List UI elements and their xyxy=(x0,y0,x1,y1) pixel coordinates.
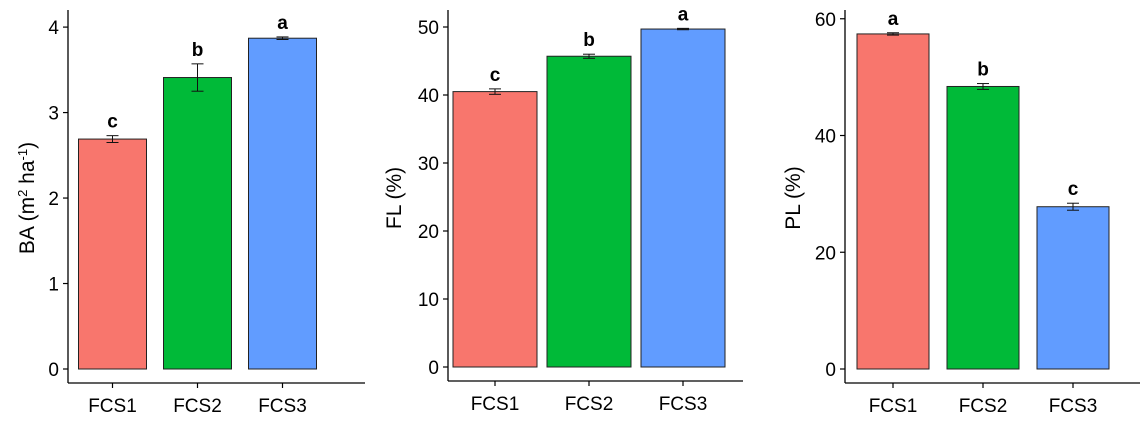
ba-significance-label-fcs3: a xyxy=(277,13,288,34)
ba-error-bar-fcs1 xyxy=(106,135,119,143)
ba-y-tick-label: 0 xyxy=(48,360,59,381)
fl-y-axis-title: FL (%) xyxy=(383,167,406,229)
fl-error-bar-fcs3 xyxy=(677,27,689,31)
pl-y-tick-label: 20 xyxy=(815,243,836,264)
pl-x-tick-label-fcs1: FCS1 xyxy=(869,396,918,417)
pl-bar-fcs1 xyxy=(856,33,930,370)
pl-chart-panel: PL (%) 0 20 40 60 a FCS1 b FCS2 c FCS3 xyxy=(782,9,1140,417)
fl-y-tick-label: 20 xyxy=(418,222,439,243)
fl-x-tick-label-fcs2: FCS2 xyxy=(565,394,614,415)
ba-error-bar-fcs3 xyxy=(276,36,289,40)
fl-bar-fcs3 xyxy=(640,28,726,368)
pl-bar-fcs2 xyxy=(946,85,1020,370)
pl-y-tick-label: 40 xyxy=(815,127,836,148)
ba-bar-fcs2 xyxy=(163,77,232,370)
fl-y-tick-label: 40 xyxy=(418,86,439,107)
fl-bar-fcs2 xyxy=(546,55,632,368)
pl-error-bar-fcs1 xyxy=(887,32,899,36)
ba-chart-panel: BA (m2 ha-1) 0 1 2 3 4 c FCS1 b FCS2 a FCS3 xyxy=(15,10,365,417)
ba-y-axis-title: BA (m2 ha-1) xyxy=(15,142,40,254)
pl-y-tick-label: 0 xyxy=(825,360,836,381)
ba-y-tick-label: 3 xyxy=(48,104,59,125)
fl-significance-label-fcs1: c xyxy=(490,65,501,86)
fl-x-tick-label-fcs1: FCS1 xyxy=(471,394,520,415)
ba-x-tick-label-fcs1: FCS1 xyxy=(88,396,137,417)
pl-significance-label-fcs1: a xyxy=(888,9,899,30)
ba-error-bar-fcs2 xyxy=(191,63,204,92)
ba-x-tick-label-fcs2: FCS2 xyxy=(173,396,222,417)
ba-bar-fcs1 xyxy=(78,138,147,370)
pl-y-axis-title: PL (%) xyxy=(782,166,805,229)
pl-x-tick-label-fcs3: FCS3 xyxy=(1049,396,1098,417)
ba-significance-label-fcs1: c xyxy=(107,112,118,133)
fl-x-tick-label-fcs3: FCS3 xyxy=(659,394,708,415)
fl-bar-fcs1 xyxy=(452,91,538,368)
fl-significance-label-fcs3: a xyxy=(678,4,689,25)
fl-chart-panel: FL (%) 0 10 20 30 40 50 c FCS1 b FCS2 a FCS3 xyxy=(383,4,743,415)
ba-y-tick-label: 2 xyxy=(48,189,59,210)
fl-error-bar-fcs2 xyxy=(583,53,595,59)
pl-x-tick-label-fcs2: FCS2 xyxy=(959,396,1008,417)
pl-significance-label-fcs3: c xyxy=(1068,179,1079,200)
pl-error-bar-fcs3 xyxy=(1067,202,1079,211)
pl-y-tick-label: 60 xyxy=(815,10,836,31)
fl-y-tick-label: 30 xyxy=(418,154,439,175)
fl-significance-label-fcs2: b xyxy=(583,30,595,51)
pl-bar-fcs3 xyxy=(1036,206,1110,370)
ba-bar-fcs3 xyxy=(248,37,317,370)
fl-y-tick-label: 10 xyxy=(418,290,439,311)
pl-significance-label-fcs2: b xyxy=(977,60,989,81)
fl-error-bar-fcs1 xyxy=(489,88,501,95)
ba-y-axis-title-sup-2: -1 xyxy=(15,149,30,161)
ba-y-tick-label: 4 xyxy=(48,18,59,39)
ba-y-tick-label: 1 xyxy=(48,275,59,296)
fl-y-tick-label: 0 xyxy=(428,358,439,379)
ba-y-axis-title-sup-1: 2 xyxy=(15,190,30,197)
fl-y-tick-label: 50 xyxy=(418,18,439,39)
pl-error-bar-fcs2 xyxy=(977,83,989,90)
ba-x-tick-label-fcs3: FCS3 xyxy=(258,396,307,417)
ba-significance-label-fcs2: b xyxy=(192,40,204,61)
